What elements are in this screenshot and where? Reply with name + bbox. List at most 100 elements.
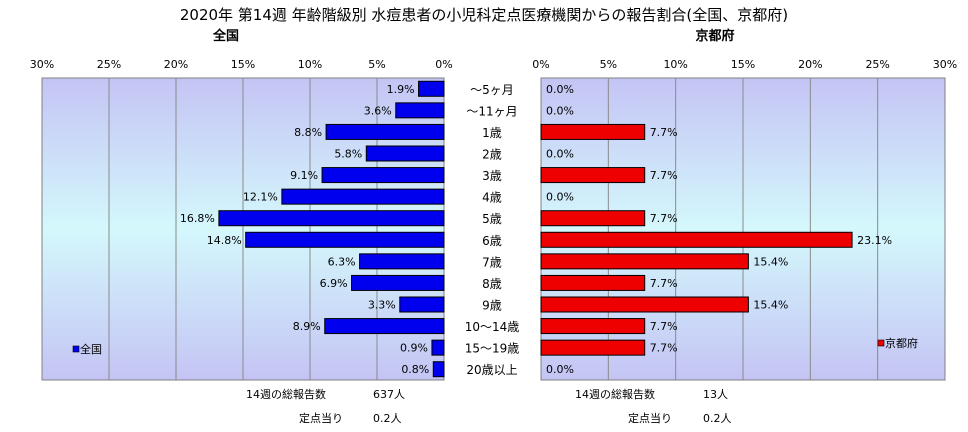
national-tick-label: 0% xyxy=(435,58,452,71)
national-panel-title: 全国 xyxy=(212,28,239,44)
national-tick-label: 15% xyxy=(231,58,255,71)
kyoto-bar xyxy=(540,274,646,291)
kyoto-bar xyxy=(540,253,749,270)
national-total-label: 14週の総報告数 xyxy=(246,387,326,401)
kyoto-value-label: 0.0% xyxy=(546,191,574,204)
kyoto-bar xyxy=(540,231,853,248)
kyoto-tick-label: 0% xyxy=(532,58,549,71)
kyoto-per-label: 定点当り xyxy=(628,411,672,425)
national-legend: 全国 xyxy=(72,342,102,356)
kyoto-legend: 京都府 xyxy=(877,336,918,350)
kyoto-value-label: 7.7% xyxy=(650,169,678,182)
kyoto-total-label: 14週の総報告数 xyxy=(575,387,655,401)
kyoto-bars: 0.0% 0.0% 7.7% 0.0% 7.7% 0.0% 7.7% 23.1% 15.4% 7.… xyxy=(540,83,892,376)
kyoto-bar xyxy=(540,318,646,335)
kyoto-value-label: 7.7% xyxy=(650,320,678,333)
kyoto-tick-label: 10% xyxy=(663,58,687,71)
kyoto-tick-label: 15% xyxy=(731,58,755,71)
national-value-label: 1.9% xyxy=(387,83,415,96)
kyoto-total-value: 13人 xyxy=(703,388,728,401)
kyoto-bar xyxy=(540,123,646,140)
national-bar xyxy=(418,80,445,97)
national-per-label: 定点当り xyxy=(299,411,343,425)
national-tick-label: 5% xyxy=(368,58,385,71)
national-bar xyxy=(431,339,445,356)
kyoto-bar xyxy=(540,339,646,356)
national-bar xyxy=(281,188,445,205)
national-value-label: 16.8% xyxy=(180,212,215,225)
kyoto-tick-label: 30% xyxy=(933,58,957,71)
national-value-label: 12.1% xyxy=(243,191,278,204)
age-group-label: 15～19歳 xyxy=(465,342,520,356)
chart-title: 2020年 第14週 年齢階級別 水痘患者の小児科定点医療機関からの報告割合(全… xyxy=(180,6,788,24)
kyoto-value-label: 15.4% xyxy=(753,299,788,312)
national-bar xyxy=(325,123,445,140)
national-tick-label: 10% xyxy=(298,58,322,71)
age-group-label: 4歳 xyxy=(482,191,502,205)
national-value-label: 3.3% xyxy=(368,299,396,312)
age-group-label: 7歳 xyxy=(482,255,502,269)
age-group-label: 3歳 xyxy=(482,169,502,183)
national-bars: 1.9% 3.6% 8.8% 5.8% 9.1% 12.1% 16.8% 14.8% 6.3% 6… xyxy=(180,80,445,378)
national-bar xyxy=(324,318,445,335)
national-bar xyxy=(218,210,445,227)
national-value-label: 3.6% xyxy=(364,104,392,117)
kyoto-value-label: 0.0% xyxy=(546,363,574,376)
national-bar xyxy=(245,231,445,248)
national-bar xyxy=(365,145,445,162)
national-bar xyxy=(432,361,445,378)
national-bar xyxy=(351,274,445,291)
national-bar xyxy=(359,253,445,270)
national-value-label: 8.9% xyxy=(293,320,321,333)
kyoto-legend-label: 京都府 xyxy=(885,336,918,350)
national-bar xyxy=(321,167,445,184)
kyoto-bar xyxy=(540,296,749,313)
national-value-label: 9.1% xyxy=(290,169,318,182)
national-tick-label: 20% xyxy=(164,58,188,71)
kyoto-per-value: 0.2人 xyxy=(703,412,732,425)
age-group-label: 6歳 xyxy=(482,234,502,248)
kyoto-value-label: 23.1% xyxy=(857,234,892,247)
age-group-label: 5歳 xyxy=(482,212,502,226)
national-bar xyxy=(395,102,445,119)
age-group-label: 9歳 xyxy=(482,299,502,313)
kyoto-value-label: 0.0% xyxy=(546,104,574,117)
national-value-label: 0.9% xyxy=(400,342,428,355)
national-bar xyxy=(399,296,445,313)
age-group-label: 20歳以上 xyxy=(466,363,517,377)
kyoto-bar xyxy=(540,167,646,184)
kyoto-legend-swatch xyxy=(877,339,885,347)
age-group-label: 1歳 xyxy=(482,126,502,140)
kyoto-value-label: 7.7% xyxy=(650,126,678,139)
kyoto-tick-label: 20% xyxy=(798,58,822,71)
national-legend-swatch xyxy=(72,345,80,353)
national-value-label: 6.9% xyxy=(320,277,348,290)
kyoto-bar xyxy=(540,210,646,227)
kyoto-tick-label: 25% xyxy=(865,58,889,71)
national-tick-labels: 0% 5% 10% 15% 20% 25% 30% xyxy=(30,58,453,71)
kyoto-value-label: 7.7% xyxy=(650,277,678,290)
national-value-label: 0.8% xyxy=(401,363,429,376)
national-legend-label: 全国 xyxy=(80,342,102,356)
age-group-label: 10～14歳 xyxy=(465,320,520,334)
national-value-label: 6.3% xyxy=(328,255,356,268)
kyoto-value-label: 15.4% xyxy=(753,255,788,268)
national-tick-label: 25% xyxy=(97,58,121,71)
national-value-label: 14.8% xyxy=(207,234,242,247)
kyoto-value-label: 0.0% xyxy=(546,148,574,161)
age-group-label: ～11ヶ月 xyxy=(466,104,517,118)
kyoto-value-label: 7.7% xyxy=(650,212,678,225)
age-group-labels: ～5ヶ月 ～11ヶ月 1歳 2歳 3歳 4歳 5歳 6歳 7歳 8歳 9歳 10～14歳 15～19歳 2… xyxy=(465,83,520,377)
national-value-label: 8.8% xyxy=(294,126,322,139)
kyoto-value-label: 0.0% xyxy=(546,83,574,96)
age-group-label: 8歳 xyxy=(482,277,502,291)
kyoto-tick-labels: 0% 5% 10% 15% 20% 25% 30% xyxy=(532,58,957,71)
kyoto-value-label: 7.7% xyxy=(650,342,678,355)
national-value-label: 5.8% xyxy=(334,148,362,161)
age-group-label: ～5ヶ月 xyxy=(470,83,514,97)
national-per-value: 0.2人 xyxy=(373,412,402,425)
national-tick-label: 30% xyxy=(30,58,54,71)
age-group-label: 2歳 xyxy=(482,148,502,162)
kyoto-tick-label: 5% xyxy=(600,58,617,71)
